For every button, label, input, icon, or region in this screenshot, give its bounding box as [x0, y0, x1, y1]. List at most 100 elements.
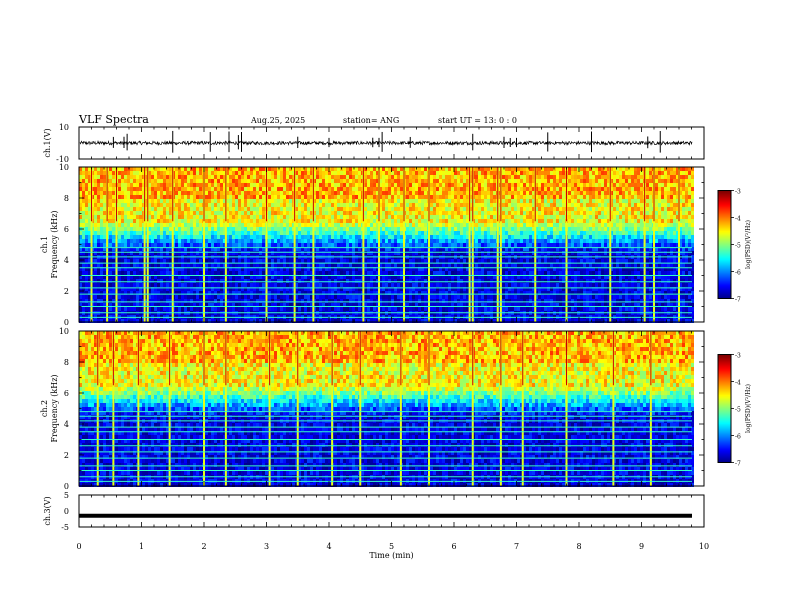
spectrogram-cell: [637, 195, 640, 199]
spectrogram-cell: [436, 191, 439, 195]
spectrogram-cell: [235, 187, 238, 191]
spectrogram-cell: [385, 203, 388, 207]
spectrogram-cell: [253, 227, 256, 231]
spectrogram-cell: [85, 187, 88, 191]
spectrogram-cell: [229, 231, 232, 235]
spectrogram-cell: [232, 239, 235, 243]
spectrogram-cell: [658, 203, 661, 207]
spectrogram-cell: [448, 227, 451, 231]
spectrogram-cell: [154, 259, 157, 263]
spectrogram-cell: [412, 199, 415, 203]
spectrogram-cell: [553, 195, 556, 199]
spectrogram-cell: [220, 199, 223, 203]
spectrogram-cell: [529, 223, 532, 227]
spectrogram-cell: [409, 243, 412, 247]
spectrogram-cell: [658, 167, 661, 171]
spectrogram-cell: [340, 235, 343, 239]
spectrogram-cell: [181, 191, 184, 195]
spectrogram-cell: [544, 187, 547, 191]
spectrogram-cell: [460, 179, 463, 183]
spectrogram-cell: [529, 207, 532, 211]
spectrogram-cell: [343, 239, 346, 243]
spectrogram-cell: [406, 179, 409, 183]
spectrogram-cell: [586, 215, 589, 219]
spectrogram-cell: [169, 235, 172, 239]
spectrogram-cell: [514, 231, 517, 235]
spectrogram-cell: [220, 243, 223, 247]
spectrogram-cell: [568, 231, 571, 235]
spectrogram-cell: [325, 171, 328, 175]
spectrogram-cell: [673, 179, 676, 183]
spectrogram-cell: [154, 167, 157, 171]
spectrogram-cell: [433, 167, 436, 171]
spectrogram-cell: [211, 199, 214, 203]
spectrogram-cell: [433, 191, 436, 195]
spectrogram-cell: [583, 235, 586, 239]
spectrogram-cell: [538, 179, 541, 183]
spectrogram-cell: [250, 231, 253, 235]
spectrogram-cell: [97, 235, 100, 239]
spectrogram-cell: [508, 219, 511, 223]
spectrogram-cell: [685, 183, 688, 187]
spectrogram-cell: [649, 187, 652, 191]
spectrogram-cell: [448, 195, 451, 199]
spectrogram-cell: [118, 171, 121, 175]
spectrogram-cell: [406, 231, 409, 235]
spectrogram-cell: [328, 199, 331, 203]
spectrogram-cell: [373, 239, 376, 243]
spectrogram-cell: [205, 167, 208, 171]
spectrogram-cell: [247, 227, 250, 231]
spectrogram-cell: [163, 167, 166, 171]
spectrogram-cell: [256, 191, 259, 195]
spectrogram-cell: [436, 195, 439, 199]
spectrogram-cell: [406, 171, 409, 175]
spectrogram-cell: [121, 175, 124, 179]
spectrogram-cell: [667, 243, 670, 247]
spectrogram-cell: [280, 239, 283, 243]
spectrogram-cell: [589, 187, 592, 191]
spectrogram-cell: [616, 171, 619, 175]
spectrogram-cell: [622, 187, 625, 191]
spectrogram-cell: [160, 199, 163, 203]
spectrogram-cell: [328, 223, 331, 227]
spectrogram-cell: [556, 191, 559, 195]
spectrogram-cell: [184, 219, 187, 223]
spectrogram-cell: [136, 187, 139, 191]
spectrogram-cell: [682, 211, 685, 215]
spectrogram-cell: [238, 239, 241, 243]
spectrogram-cell: [658, 243, 661, 247]
spectrogram-cell: [685, 223, 688, 227]
spectrogram-cell: [154, 215, 157, 219]
spectrogram-cell: [331, 207, 334, 211]
spectrogram-cell: [211, 211, 214, 215]
spectrogram-cell: [304, 199, 307, 203]
date-label: Aug.25, 2025: [250, 116, 305, 125]
spectrogram-cell: [688, 167, 691, 171]
spectrogram-cell: [553, 207, 556, 211]
spectrogram-cell: [397, 227, 400, 231]
spectrogram-cell: [298, 179, 301, 183]
spectrogram-cell: [238, 187, 241, 191]
spectrogram-cell: [478, 243, 481, 247]
spectrogram-cell: [259, 259, 262, 263]
spectrogram-cell: [511, 243, 514, 247]
spectrogram-cell: [154, 195, 157, 199]
spectrogram-cell: [112, 219, 115, 223]
spectrogram-cell: [505, 171, 508, 175]
spectrogram-cell: [460, 239, 463, 243]
spectrogram-cell: [364, 211, 367, 215]
spectrogram-cell: [163, 239, 166, 243]
spectrogram-cell: [187, 175, 190, 179]
spectrogram-cell: [649, 223, 652, 227]
spectrogram-cell: [553, 203, 556, 207]
spectrogram-cell: [688, 207, 691, 211]
spectrogram-cell: [94, 215, 97, 219]
spectrogram-cell: [583, 227, 586, 231]
spectrogram-cell: [619, 191, 622, 195]
spectrogram-cell: [448, 251, 451, 255]
spectrogram-cell: [574, 227, 577, 231]
spectrogram-cell: [289, 239, 292, 243]
spectrogram-cell: [634, 199, 637, 203]
spectrogram-cell: [400, 183, 403, 187]
spectrogram-cell: [205, 215, 208, 219]
